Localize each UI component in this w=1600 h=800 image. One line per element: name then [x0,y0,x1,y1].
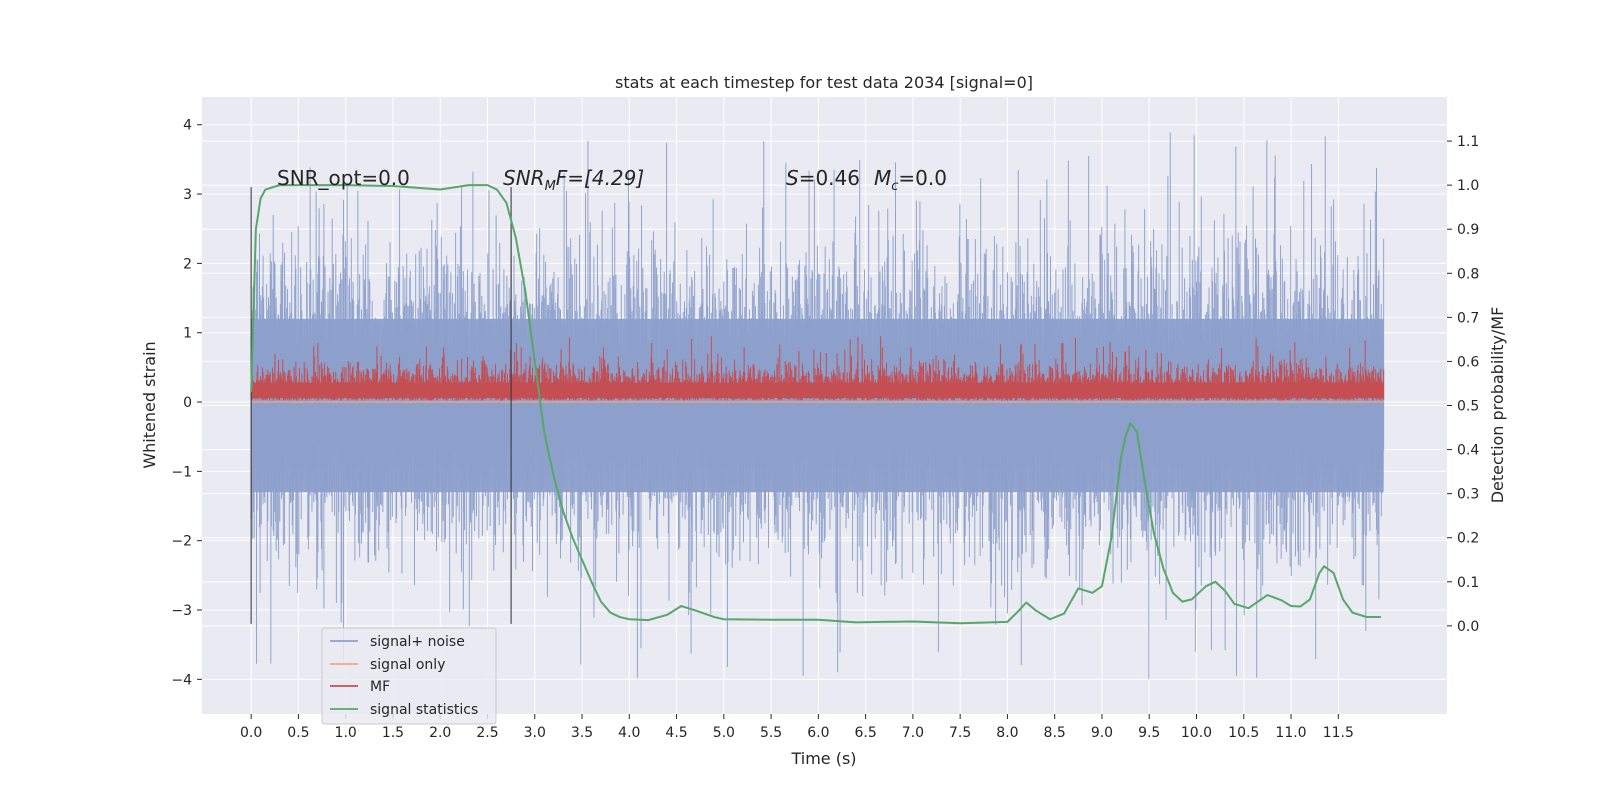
annotation-mc-symbol: M [874,166,891,190]
y2-axis-label: Detection probability/MF [1488,307,1507,504]
annotation-mc-value: =0.0 [898,166,947,190]
y2-tick-label: 0.5 [1457,399,1479,415]
y-tick-label: 0 [183,395,192,411]
legend-label-mf: MF [370,679,390,695]
legend-box [321,627,497,725]
y2-tick-label: 0.1 [1457,575,1479,591]
annotation-snr-mf-symbol: SNR [503,166,545,190]
x-tick-label: 5.5 [760,725,782,741]
x-tick-label: 2.5 [476,725,498,741]
y-tick-label: −3 [171,603,192,619]
y-tick-label: 1 [183,326,192,342]
y2-tick-label: 1.1 [1457,134,1479,150]
annotation-snr-opt: SNR_opt=0.0 [277,166,410,190]
y-axis-label: Whitened strain [140,341,159,468]
annotation-snr-mf: SNRMF=[4.29] [503,166,644,194]
legend-label-signal-only: signal only [370,657,445,673]
y2-tick-label: 0.6 [1457,354,1479,370]
x-tick-label: 2.0 [429,725,451,741]
x-tick-label: 0.0 [240,725,262,741]
annotation-snr-mf-suffix: F=[4.29] [556,166,644,190]
y-tick-label: −1 [171,464,192,480]
x-axis-ticks: 0.0 0.5 1.0 1.5 2.0 2.5 3.0 3.5 4.0 4.5 5.0 5.5 6.0 6… [240,714,1354,741]
signal-statistics-series [250,184,1381,625]
legend-label-signal-noise: signal+ noise [370,634,465,650]
y-tick-label: 4 [183,118,192,134]
y-axis-ticks: 4 3 2 1 0 −1 −2 −3 −4 [171,118,202,688]
x-tick-label: 10.0 [1181,725,1212,741]
y2-tick-label: 0.8 [1457,266,1479,282]
x-tick-label: 7.5 [949,725,971,741]
x-tick-label: 7.0 [902,725,924,741]
x-tick-label: 6.5 [854,725,876,741]
x-tick-label: 1.0 [335,725,357,741]
x-tick-label: 8.0 [996,725,1018,741]
x-tick-label: 3.5 [571,725,593,741]
x-tick-label: 5.0 [713,725,735,741]
legend: signal+ noise signal only MF signal stat… [321,627,497,725]
x-tick-label: 8.5 [1044,725,1066,741]
y2-tick-label: 0.4 [1457,443,1479,459]
annotation-s-value: =0.46 [799,166,860,190]
y-tick-label: 2 [183,256,192,272]
x-tick-label: 6.0 [807,725,829,741]
x-tick-label: 1.5 [382,725,404,741]
y2-tick-label: 0.7 [1457,310,1479,326]
y2-tick-label: 1.0 [1457,178,1479,194]
annotation-s-symbol: S [786,166,799,190]
x-tick-label: 11.5 [1323,725,1354,741]
y2-axis-ticks: 1.1 1.0 0.9 0.8 0.7 0.6 0.5 0.4 0.3 0.2 0.1 0.0 [1447,134,1479,635]
x-tick-label: 3.0 [524,725,546,741]
x-tick-label: 0.5 [287,725,309,741]
x-axis-label: Time (s) [790,749,856,768]
x-tick-label: 4.0 [618,725,640,741]
y-tick-label: −4 [171,672,192,688]
data-layer [250,132,1385,680]
annotation-snr-mf-subscript: M [545,179,556,194]
y2-tick-label: 0.9 [1457,222,1479,238]
x-tick-label: 9.0 [1091,725,1113,741]
y2-tick-label: 0.2 [1457,531,1479,547]
annotation-s-mc: S=0.46 Mc=0.0 [786,166,947,194]
y-tick-label: −2 [171,534,192,550]
x-tick-label: 9.5 [1138,725,1160,741]
x-tick-label: 10.5 [1228,725,1259,741]
x-tick-label: 11.0 [1275,725,1306,741]
annotation-mc-subscript: c [891,179,898,194]
y2-tick-label: 0.0 [1457,619,1479,635]
y-tick-label: 3 [183,187,192,203]
chart-title: stats at each timestep for test data 203… [615,73,1033,92]
y2-tick-label: 0.3 [1457,487,1479,503]
legend-label-signal-statistics: signal statistics [370,702,478,718]
x-tick-label: 4.5 [665,725,687,741]
